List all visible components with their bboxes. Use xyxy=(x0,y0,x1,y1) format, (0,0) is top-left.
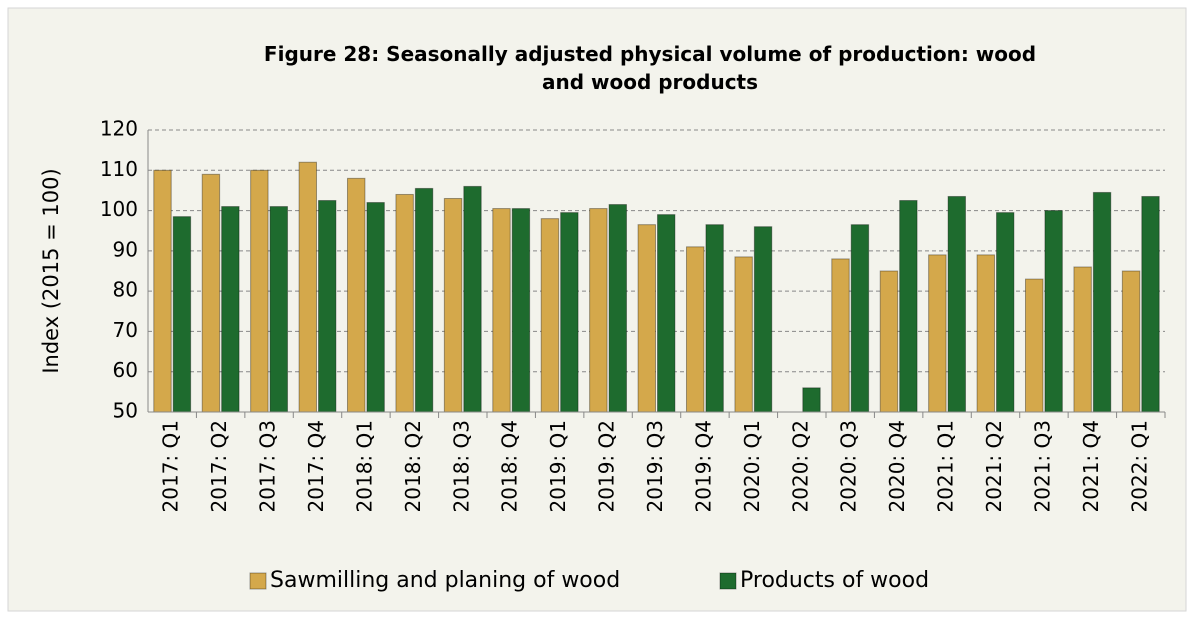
x-tick-label: 2018: Q3 xyxy=(449,420,473,512)
bar xyxy=(201,173,221,413)
x-tick-label: 2021: Q1 xyxy=(934,420,958,512)
y-tick-label: 50 xyxy=(113,399,138,423)
bar xyxy=(1044,210,1063,413)
x-tick-label: 2019: Q1 xyxy=(546,420,570,512)
x-tick-label: 2017: Q4 xyxy=(304,420,328,512)
bar xyxy=(366,202,385,413)
bar xyxy=(637,224,657,413)
y-tick-label: 60 xyxy=(113,358,138,382)
bar xyxy=(705,224,724,413)
y-axis-label: Index (2015 = 100) xyxy=(39,168,63,373)
bar xyxy=(511,208,531,413)
bar xyxy=(850,224,870,413)
bar xyxy=(269,206,289,413)
x-tick-label: 2017: Q3 xyxy=(256,420,280,512)
bar xyxy=(685,246,705,413)
bar xyxy=(443,197,463,413)
chart-title: Figure 28: Seasonally adjusted physical … xyxy=(263,42,1037,94)
x-tick-label: 2020: Q1 xyxy=(740,420,764,512)
bar xyxy=(657,214,676,413)
bar xyxy=(153,169,172,413)
bar xyxy=(1141,195,1160,413)
bar xyxy=(753,226,773,413)
x-tick-label: 2018: Q4 xyxy=(498,420,522,512)
x-tick-label: 2022: Q1 xyxy=(1127,420,1151,512)
x-tick-label: 2020: Q3 xyxy=(837,420,861,512)
bar xyxy=(560,212,579,413)
bar xyxy=(996,212,1015,413)
bar xyxy=(928,254,947,413)
y-tick-label: 90 xyxy=(113,237,138,261)
x-tick-label: 2020: Q4 xyxy=(885,420,909,512)
y-tick-label: 100 xyxy=(100,197,138,221)
x-tick-label: 2017: Q2 xyxy=(207,420,231,512)
y-tick-label: 80 xyxy=(113,278,138,302)
bar xyxy=(414,187,434,413)
x-tick-label: 2021: Q3 xyxy=(1030,420,1054,512)
y-tick-label: 120 xyxy=(100,117,138,141)
x-tick-label: 2020: Q2 xyxy=(788,420,812,512)
y-tick-label: 110 xyxy=(100,157,138,181)
bar xyxy=(1073,266,1092,413)
bar xyxy=(1121,270,1141,413)
legend-swatch xyxy=(249,572,267,590)
bar xyxy=(250,169,269,413)
bar xyxy=(976,254,996,413)
x-tick-label: 2018: Q2 xyxy=(401,420,425,512)
bar xyxy=(395,193,414,413)
x-tick-label: 2019: Q4 xyxy=(691,420,715,512)
bar xyxy=(540,218,560,413)
x-tick-label: 2021: Q2 xyxy=(982,420,1006,512)
bar xyxy=(899,200,918,413)
bar xyxy=(589,208,608,413)
bar xyxy=(172,216,192,413)
bar xyxy=(1092,191,1112,413)
bar xyxy=(221,206,240,413)
bar xyxy=(734,256,753,413)
bar xyxy=(608,204,628,413)
bar xyxy=(492,208,511,413)
x-tick-label: 2018: Q1 xyxy=(352,420,376,512)
bar xyxy=(346,177,366,413)
bar xyxy=(879,270,899,413)
x-tick-label: 2019: Q3 xyxy=(643,420,667,512)
x-tick-label: 2021: Q4 xyxy=(1079,420,1103,512)
bar xyxy=(947,195,967,413)
legend-label: Sawmilling and planing of wood xyxy=(270,568,620,593)
bar xyxy=(318,200,337,413)
bar xyxy=(298,161,317,413)
x-tick-label: 2017: Q1 xyxy=(159,420,183,512)
x-tick-label: 2019: Q2 xyxy=(595,420,619,512)
bar xyxy=(1024,278,1044,413)
y-tick-label: 70 xyxy=(113,318,138,342)
bar xyxy=(463,185,482,413)
legend-swatch xyxy=(719,572,737,590)
legend-label: Products of wood xyxy=(740,568,929,593)
bar xyxy=(831,258,850,413)
bar xyxy=(802,387,821,413)
